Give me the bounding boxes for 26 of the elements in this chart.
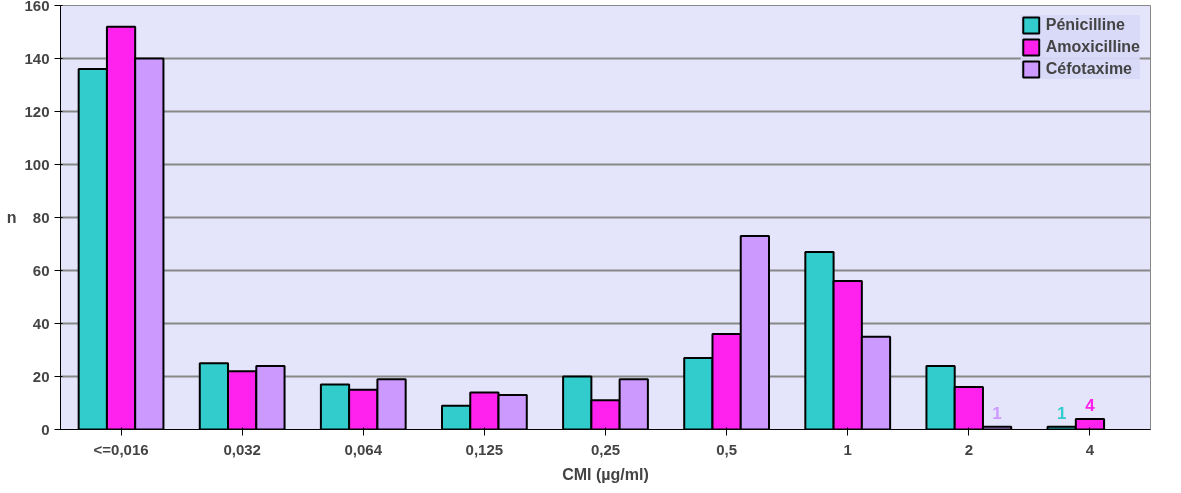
y-tick-label: 60 <box>32 261 50 279</box>
data-label: 1 <box>992 403 1002 423</box>
y-tick-label: 20 <box>32 367 50 385</box>
x-tick-label: 1 <box>843 440 852 458</box>
x-tick-label: 4 <box>1085 440 1095 458</box>
y-tick-label: 160 <box>24 0 50 14</box>
y-axis-title: n <box>6 209 17 226</box>
x-tick-label: 0,125 <box>465 440 504 458</box>
x-tick-label: 0,5 <box>716 440 738 458</box>
y-tick-label: 120 <box>24 102 50 120</box>
x-tick-label: <=0,016 <box>93 440 149 458</box>
legend-label: Pénicilline <box>1045 16 1125 34</box>
x-tick-label: 0,25 <box>590 440 621 458</box>
data-label: 4 <box>1085 395 1096 415</box>
data-label: 1 <box>1056 403 1067 423</box>
legend-label: Amoxicilline <box>1045 38 1140 56</box>
y-tick-label: 140 <box>24 49 50 67</box>
x-tick-label: 0,032 <box>223 440 261 458</box>
y-tick-label: 80 <box>32 208 50 226</box>
y-tick-label: 0 <box>41 420 50 438</box>
y-tick-label: 100 <box>24 155 50 173</box>
y-tick-label: 40 <box>32 314 50 332</box>
x-tick-label: 0,064 <box>344 440 383 458</box>
x-tick-label: 2 <box>964 440 974 458</box>
x-axis-title: CMI (µg/ml) <box>562 465 649 483</box>
legend-label: Céfotaxime <box>1045 60 1132 78</box>
